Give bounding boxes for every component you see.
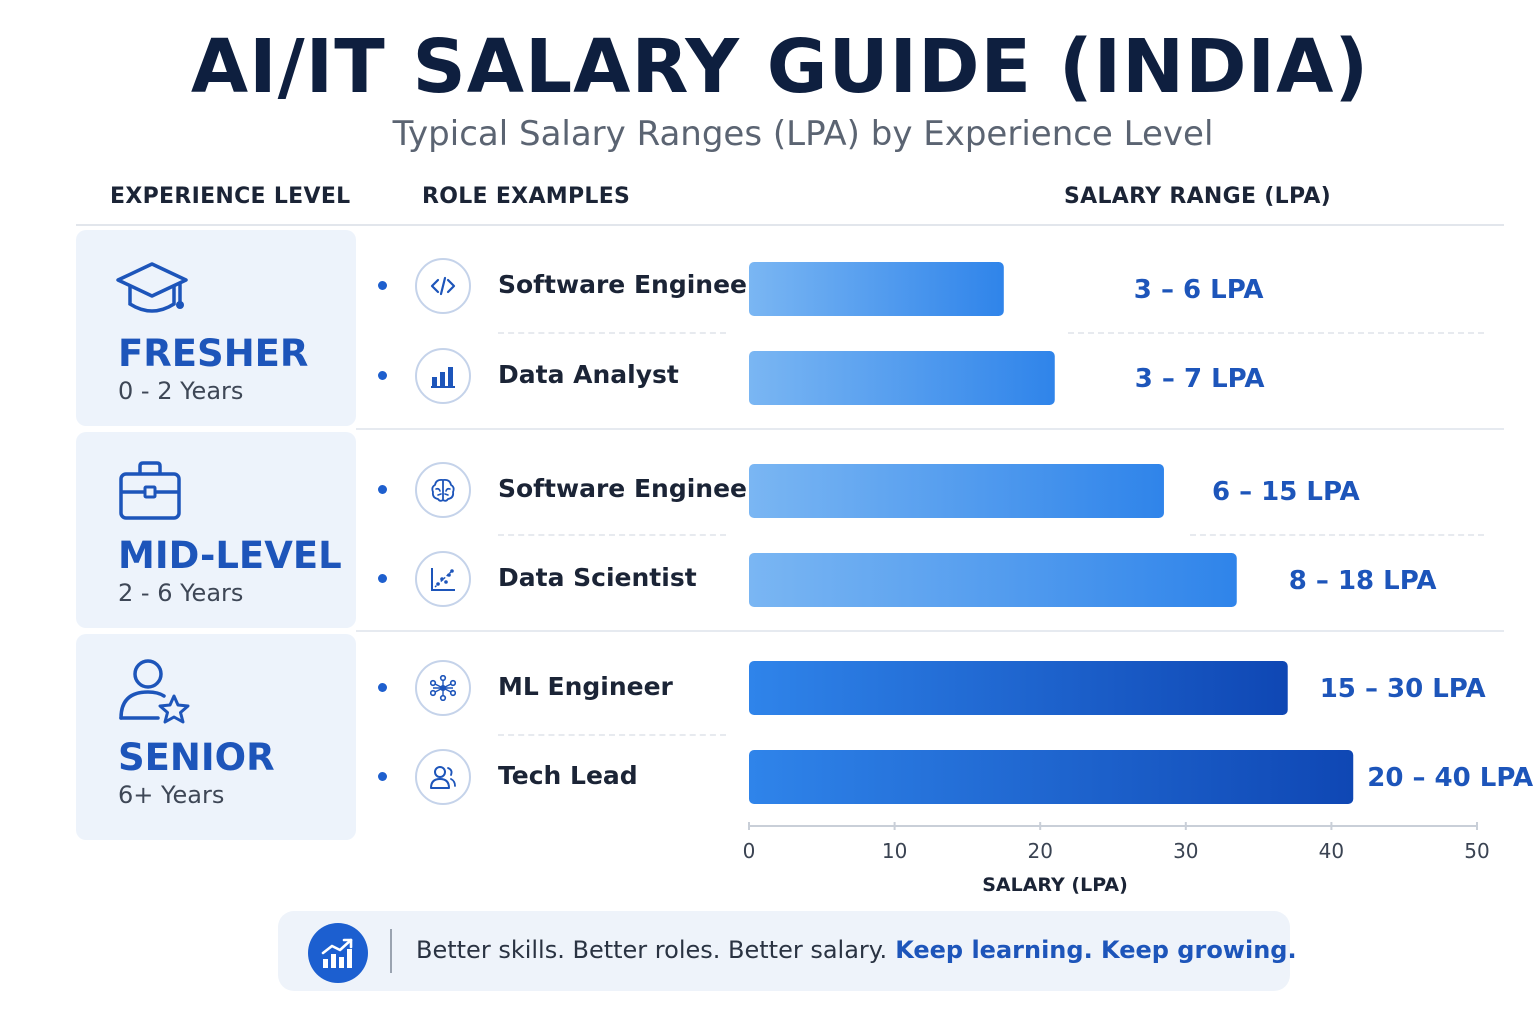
bullet (378, 371, 387, 380)
group-divider (356, 630, 1504, 632)
brain-icon (415, 462, 471, 518)
x-tick-label: 30 (1173, 839, 1198, 863)
level-name: FRESHER (118, 332, 309, 375)
network-icon (415, 660, 471, 716)
footer-message: Better skills. Better roles. Better sala… (416, 933, 1297, 967)
bullet (378, 281, 387, 290)
role-label: Software Engineer (498, 270, 760, 299)
salary-bar (749, 351, 1055, 405)
x-tick-label: 40 (1319, 839, 1344, 863)
briefcase-icon (118, 460, 182, 526)
column-header-roles: ROLE EXAMPLES (422, 184, 631, 209)
salary-range-label: 3 – 6 LPA (1134, 275, 1264, 305)
level-card-mid-level: MID-LEVEL 2 - 6 Years (76, 432, 356, 628)
salary-range-label: 20 – 40 LPA (1367, 763, 1533, 793)
level-card-fresher: FRESHER 0 - 2 Years (76, 230, 356, 426)
bullet (378, 683, 387, 692)
row-divider (498, 534, 726, 536)
column-header-experience: EXPERIENCE LEVEL (110, 184, 351, 209)
bullet (378, 485, 387, 494)
salary-range-label: 3 – 7 LPA (1135, 364, 1265, 394)
column-header-salary: SALARY RANGE (LPA) (1064, 184, 1332, 209)
level-name: SENIOR (118, 736, 275, 779)
role-label: Data Scientist (498, 563, 697, 592)
role-label: ML Engineer (498, 672, 673, 701)
level-years: 0 - 2 Years (118, 377, 244, 405)
x-axis-title: SALARY (LPA) (982, 874, 1128, 896)
salary-range-label: 8 – 18 LPA (1289, 566, 1437, 596)
user-star-icon (118, 658, 192, 728)
footer-divider (390, 929, 392, 973)
row-divider (1068, 332, 1484, 334)
row-divider (1190, 534, 1484, 536)
row-divider (498, 332, 726, 334)
x-tick-label: 20 (1027, 839, 1052, 863)
page-subtitle: Typical Salary Ranges (LPA) by Experienc… (392, 114, 1214, 154)
x-tick-label: 0 (743, 839, 756, 863)
team-lead-icon (415, 749, 471, 805)
salary-range-label: 15 – 30 LPA (1320, 674, 1486, 704)
growth-chart-icon (308, 923, 368, 983)
salary-bar (749, 553, 1237, 607)
group-divider (356, 428, 1504, 430)
salary-bar (749, 464, 1164, 518)
level-years: 2 - 6 Years (118, 579, 244, 607)
x-tick-label: 50 (1464, 839, 1489, 863)
salary-range-label: 6 – 15 LPA (1212, 477, 1360, 507)
salary-bar (749, 661, 1288, 715)
row-divider (498, 734, 726, 736)
footer-banner: Better skills. Better roles. Better sala… (278, 911, 1297, 991)
x-tick-label: 10 (882, 839, 907, 863)
footer-text: Better skills. Better roles. Better sala… (416, 936, 888, 964)
role-label: Software Engineer (498, 474, 760, 503)
salary-bar (749, 750, 1354, 804)
code-icon (415, 258, 471, 314)
role-label: Tech Lead (498, 761, 638, 790)
graduation-cap-icon (114, 260, 190, 324)
level-card-senior: SENIOR 6+ Years (76, 634, 356, 840)
header-divider (76, 224, 1504, 226)
bullet (378, 772, 387, 781)
footer-emphasis: Keep learning. Keep growing. (895, 936, 1297, 964)
level-years: 6+ Years (118, 781, 225, 809)
scatter-plot-icon (415, 551, 471, 607)
bar-chart-icon (415, 348, 471, 404)
role-label: Data Analyst (498, 360, 679, 389)
bullet (378, 574, 387, 583)
page-title: AI/IT SALARY GUIDE (INDIA) (190, 24, 1370, 110)
level-name: MID-LEVEL (118, 534, 342, 577)
salary-bar (749, 262, 1004, 316)
